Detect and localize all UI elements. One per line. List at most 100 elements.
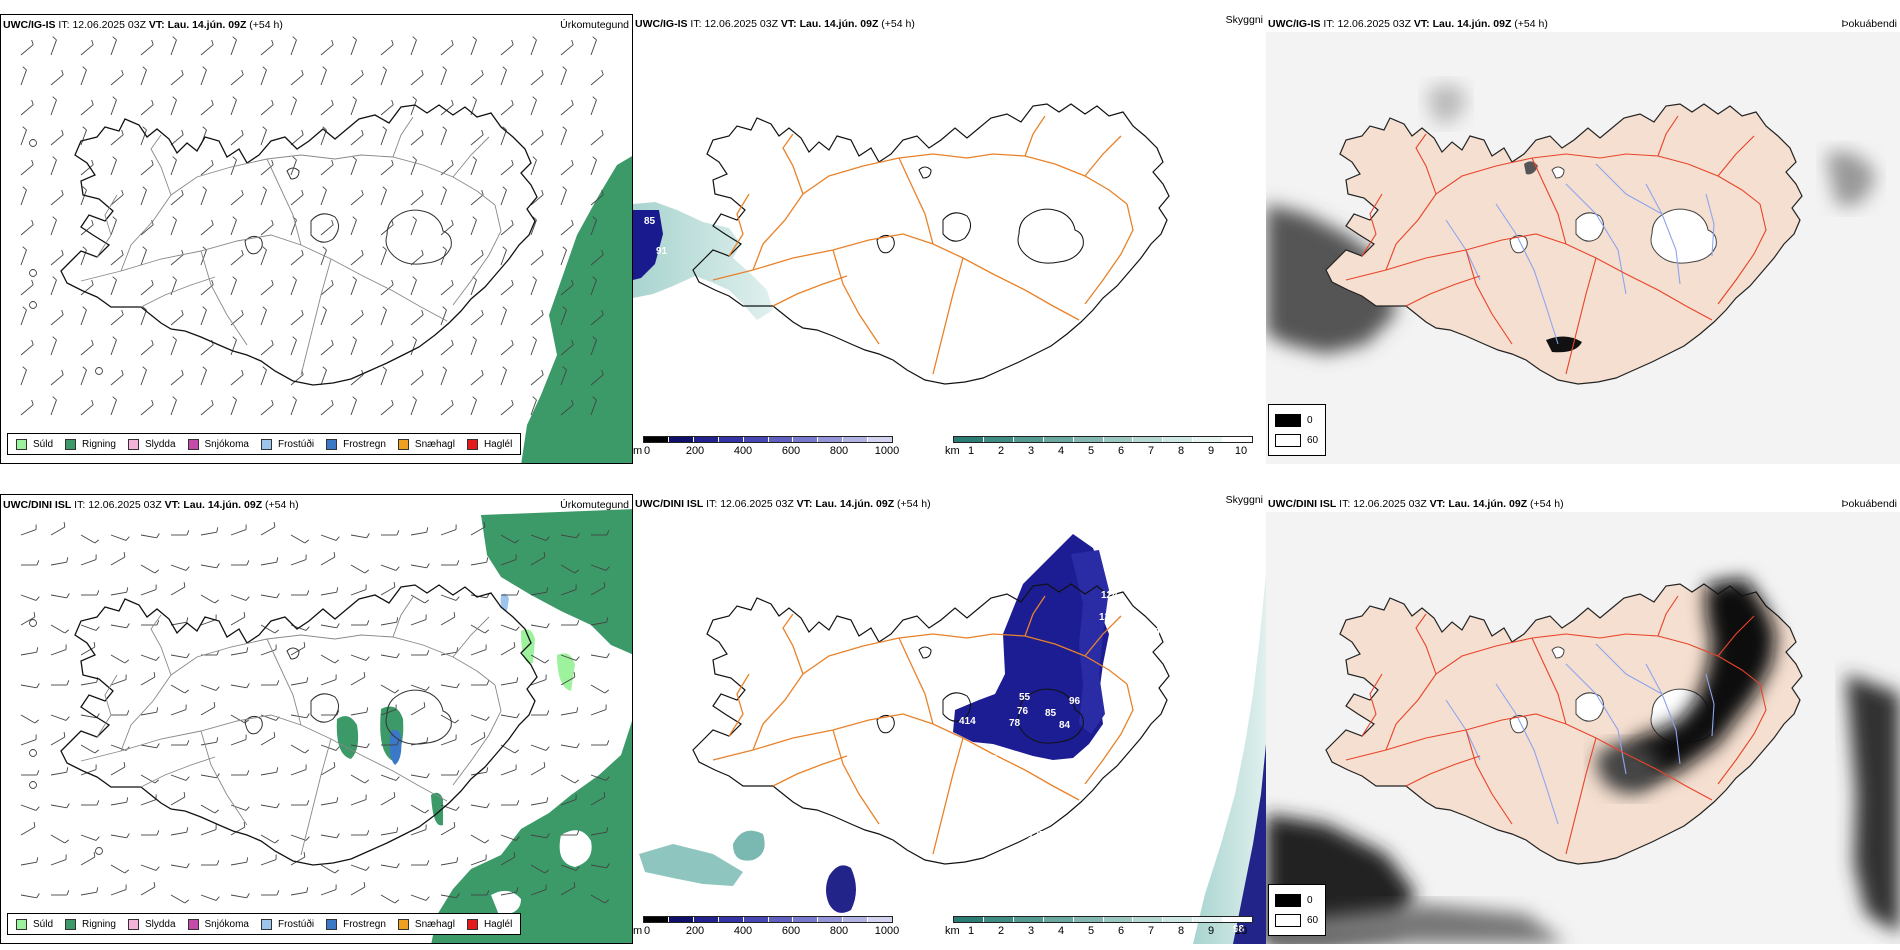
colorbar-tick: 10 xyxy=(1234,925,1248,937)
visibility-map xyxy=(639,534,1266,944)
vis-label: 85 xyxy=(1045,708,1057,719)
colorbar-tick: 7 xyxy=(1147,445,1155,457)
vis-label: 91 xyxy=(656,246,668,257)
vis-label: 130 xyxy=(1099,612,1116,623)
panel-title: UWC/IG-IS IT: 12.06.2025 03Z VT: Lau. 14… xyxy=(1268,18,1548,30)
visibility-panel-row2: UWC/DINI ISL IT: 12.06.2025 03Z VT: Lau.… xyxy=(633,494,1266,944)
colorbar-tick: 200 xyxy=(685,445,705,457)
colorbar-tick: 800 xyxy=(829,445,849,457)
height-colorbar: m 0 200 400 600 800 1000 xyxy=(633,436,938,458)
fog-legend-item: 0 xyxy=(1275,894,1313,907)
legend-item: Frostúði xyxy=(260,918,315,930)
vis-label: 64 xyxy=(1149,626,1161,637)
legend-item: Snæhagl xyxy=(397,438,455,450)
legend-label: Haglél xyxy=(483,918,513,930)
colorbar-tick: 2 xyxy=(997,445,1005,457)
colorbar-tick: 5 xyxy=(1087,925,1095,937)
vis-label: 92 xyxy=(1133,592,1145,603)
colorbar-tick: 600 xyxy=(781,445,801,457)
vis-label: 140 xyxy=(981,754,998,765)
vis-label: 414 xyxy=(959,716,976,727)
legend-label: Snæhagl xyxy=(414,438,455,450)
panel-title: UWC/DINI ISL IT: 12.06.2025 03Z VT: Lau.… xyxy=(1268,498,1564,510)
legend-swatch xyxy=(187,918,199,930)
colorbar-unit: km xyxy=(945,925,960,937)
panel-product-label: Úrkomutegund xyxy=(560,19,629,31)
vis-label: 35 xyxy=(1195,614,1207,625)
height-colorbar: m 0 200 400 600 800 1000 xyxy=(633,916,938,938)
vis-label: 55 xyxy=(1019,692,1031,703)
fog-legend-item: 0 xyxy=(1275,414,1313,427)
legend-label: Haglél xyxy=(483,438,513,450)
vis-label: 85 xyxy=(644,216,656,227)
legend-item: Súld xyxy=(16,438,54,450)
legend-item: Slydda xyxy=(127,438,176,450)
colorbar-tick: 8 xyxy=(1177,925,1185,937)
precip-panel-row1: UWC/IG-IS IT: 12.06.2025 03Z VT: Lau. 14… xyxy=(0,14,633,464)
colorbar-tick: 7 xyxy=(1147,925,1155,937)
colorbar-tick: 6 xyxy=(1117,445,1125,457)
colorbar-tick: 9 xyxy=(1207,925,1215,937)
colorbar-strip xyxy=(953,916,1253,923)
legend-swatch xyxy=(397,918,409,930)
colorbar-tick: 400 xyxy=(733,925,753,937)
vis-label: 76 xyxy=(1017,706,1029,717)
colorbar-tick: 4 xyxy=(1057,445,1065,457)
fog-legend-item: 60 xyxy=(1275,434,1318,447)
vis-label: 84 xyxy=(1059,720,1071,731)
legend-label: Súld xyxy=(33,918,54,930)
legend-swatch xyxy=(127,438,139,450)
legend-item: Snjókoma xyxy=(187,438,249,450)
legend-item: Frostregn xyxy=(326,438,386,450)
vis-label: 51 xyxy=(1143,660,1155,671)
legend-item: Rigning xyxy=(65,918,116,930)
colorbar-tick: 1 xyxy=(967,445,975,457)
colorbar-unit: km xyxy=(945,445,960,457)
legend-label: Frostúði xyxy=(277,438,315,450)
colorbar-tick: 9 xyxy=(1207,445,1215,457)
colorbar-tick: 400 xyxy=(733,445,753,457)
legend-label: Snæhagl xyxy=(414,918,455,930)
legend-item: Frostúði xyxy=(260,438,315,450)
visibility-map xyxy=(633,103,1170,385)
colorbar-tick: 10 xyxy=(1234,445,1248,457)
legend-swatch xyxy=(260,918,272,930)
legend-swatch xyxy=(326,918,338,930)
colorbar-strip xyxy=(643,916,893,923)
visibility-colorbar: km 1 2 3 4 5 6 7 8 9 10 xyxy=(945,436,1263,458)
colorbar-tick: 1 xyxy=(967,925,975,937)
fog-legend: 0 60 xyxy=(1268,884,1326,936)
vis-label: 78 xyxy=(1009,718,1021,729)
panel-title: UWC/IG-IS IT: 12.06.2025 03Z VT: Lau. 14… xyxy=(635,18,915,30)
vis-label: 81 xyxy=(1121,630,1133,641)
colorbar-tick: 0 xyxy=(643,445,651,457)
legend-item: Haglél xyxy=(466,918,513,930)
vis-label: 153 xyxy=(985,806,1002,817)
visibility-colorbar: km 1 2 3 4 5 6 7 8 9 10 xyxy=(945,916,1263,938)
vis-label: 124 xyxy=(1101,590,1118,601)
legend-label: Frostregn xyxy=(343,918,386,930)
panel-product-label: Úrkomutegund xyxy=(560,499,629,511)
fog-panel-row1: UWC/IG-IS IT: 12.06.2025 03Z VT: Lau. 14… xyxy=(1266,14,1900,464)
vis-label: 127 xyxy=(1028,830,1045,841)
vis-label: 88 xyxy=(1123,572,1135,583)
legend-label: Frostúði xyxy=(277,918,315,930)
colorbar-tick: 1000 xyxy=(874,925,900,937)
panel-product-label: Þokuábendi xyxy=(1841,498,1897,510)
legend-swatch xyxy=(466,918,478,930)
legend-item: Snjókoma xyxy=(187,918,249,930)
legend-item: Slydda xyxy=(127,918,176,930)
fog-panel-row2: UWC/DINI ISL IT: 12.06.2025 03Z VT: Lau.… xyxy=(1266,494,1900,944)
vis-label: 96 xyxy=(1069,696,1081,707)
legend-swatch xyxy=(397,438,409,450)
colorbar-unit: m xyxy=(633,445,643,457)
legend-swatch xyxy=(127,918,139,930)
colorbar-tick: 3 xyxy=(1027,445,1035,457)
legend-label: Rigning xyxy=(82,918,116,930)
legend-label: Súld xyxy=(33,438,54,450)
vis-label: 115 xyxy=(1117,648,1134,659)
panel-title: UWC/DINI ISL IT: 12.06.2025 03Z VT: Lau.… xyxy=(3,499,299,511)
legend-swatch xyxy=(65,438,77,450)
legend-item: Frostregn xyxy=(326,918,386,930)
legend-swatch xyxy=(65,918,77,930)
